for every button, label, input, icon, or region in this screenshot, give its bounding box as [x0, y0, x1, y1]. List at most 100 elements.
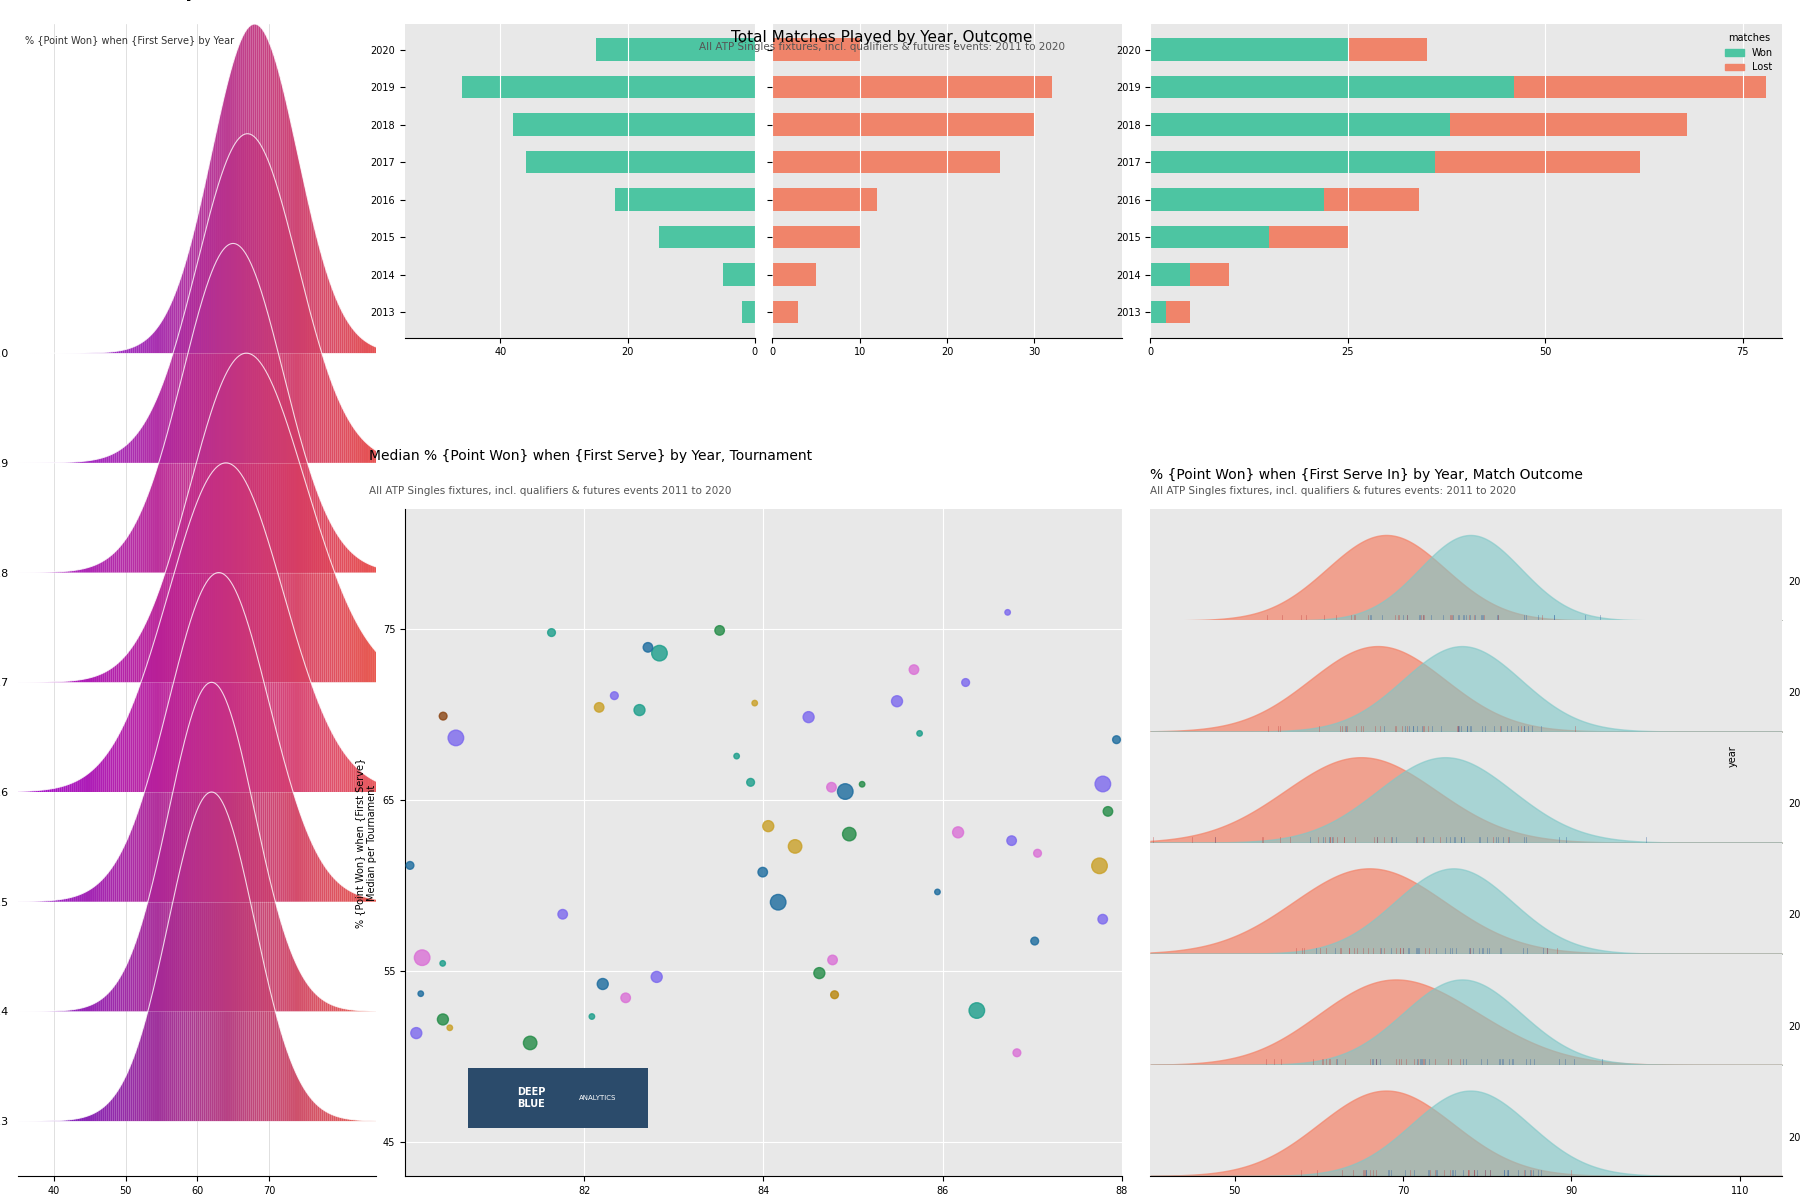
Point [1089, 910, 1118, 929]
Polygon shape [310, 311, 311, 463]
Polygon shape [169, 581, 171, 792]
Polygon shape [101, 457, 103, 463]
Polygon shape [137, 811, 139, 901]
Point [625, 701, 653, 720]
Polygon shape [86, 890, 88, 901]
Polygon shape [360, 769, 362, 792]
Polygon shape [41, 790, 43, 792]
Polygon shape [398, 352, 401, 353]
Polygon shape [83, 893, 85, 901]
Polygon shape [295, 964, 299, 1012]
Polygon shape [293, 445, 295, 683]
Bar [1166, 301, 1190, 324]
Polygon shape [77, 895, 79, 901]
Polygon shape [121, 448, 122, 463]
Polygon shape [315, 332, 317, 463]
Polygon shape [121, 350, 122, 353]
Polygon shape [329, 1003, 331, 1012]
Polygon shape [85, 774, 86, 792]
Polygon shape [349, 324, 351, 353]
Polygon shape [81, 1117, 83, 1121]
Polygon shape [166, 564, 167, 683]
Polygon shape [290, 949, 292, 1012]
Polygon shape [241, 602, 243, 901]
Polygon shape [317, 340, 320, 463]
Polygon shape [221, 170, 223, 463]
Polygon shape [212, 400, 216, 683]
Polygon shape [218, 256, 220, 572]
Polygon shape [185, 840, 187, 1121]
Polygon shape [65, 785, 67, 792]
Polygon shape [272, 384, 274, 683]
Polygon shape [344, 1118, 346, 1121]
Polygon shape [94, 1003, 95, 1012]
Polygon shape [85, 892, 86, 901]
Polygon shape [227, 812, 229, 1121]
Polygon shape [342, 406, 344, 463]
Polygon shape [331, 287, 333, 353]
Text: year: year [1728, 745, 1739, 767]
Polygon shape [281, 404, 283, 683]
Polygon shape [52, 900, 54, 901]
Polygon shape [146, 494, 148, 572]
Polygon shape [405, 673, 407, 683]
Polygon shape [304, 661, 306, 792]
Point [819, 950, 848, 970]
Polygon shape [158, 622, 160, 792]
Polygon shape [396, 788, 398, 792]
Bar [616, 188, 754, 211]
Polygon shape [263, 848, 265, 1012]
Polygon shape [160, 616, 162, 792]
Polygon shape [329, 1114, 331, 1121]
Polygon shape [85, 678, 86, 683]
Polygon shape [292, 954, 293, 1012]
Polygon shape [283, 754, 284, 901]
Polygon shape [113, 552, 115, 572]
Polygon shape [259, 25, 261, 353]
Polygon shape [250, 904, 252, 1121]
Polygon shape [122, 724, 124, 792]
Polygon shape [247, 775, 248, 1012]
Polygon shape [203, 182, 205, 353]
Polygon shape [407, 461, 409, 463]
Polygon shape [126, 836, 128, 901]
Polygon shape [209, 474, 211, 792]
Polygon shape [203, 484, 205, 792]
Polygon shape [144, 622, 146, 683]
Polygon shape [225, 372, 227, 683]
Polygon shape [383, 349, 385, 353]
Point [2, 803, 31, 822]
Polygon shape [373, 346, 374, 353]
Polygon shape [272, 1000, 274, 1121]
Point [34, 659, 63, 678]
Polygon shape [32, 791, 34, 792]
Polygon shape [398, 571, 401, 572]
Polygon shape [133, 700, 135, 792]
Polygon shape [115, 1092, 117, 1121]
Point [83, 748, 112, 767]
Bar [772, 226, 860, 248]
Polygon shape [254, 137, 257, 463]
Polygon shape [353, 1010, 355, 1012]
Polygon shape [257, 139, 259, 463]
Polygon shape [304, 478, 306, 683]
Polygon shape [103, 672, 104, 683]
Point [736, 773, 765, 792]
Polygon shape [151, 331, 155, 353]
Polygon shape [164, 314, 166, 353]
Polygon shape [169, 358, 171, 463]
Point [214, 1051, 243, 1070]
Polygon shape [376, 451, 378, 463]
Polygon shape [97, 458, 99, 463]
Polygon shape [88, 1115, 92, 1121]
Polygon shape [234, 589, 238, 901]
Polygon shape [124, 538, 126, 572]
Polygon shape [274, 337, 275, 572]
Polygon shape [351, 762, 353, 792]
Polygon shape [216, 128, 218, 353]
Polygon shape [184, 308, 185, 463]
Polygon shape [88, 889, 92, 901]
Polygon shape [68, 680, 72, 683]
Polygon shape [211, 470, 212, 792]
Polygon shape [185, 496, 187, 683]
